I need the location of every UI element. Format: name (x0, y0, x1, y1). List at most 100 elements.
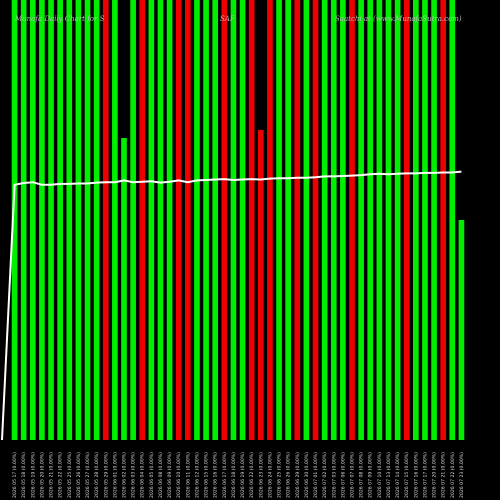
x-tick-label: 2026 07 03 (0.00%) (331, 452, 337, 498)
x-tick-label: 2026 05 19 (0.00%) (30, 452, 36, 498)
x-tick-label: 2026 05 26 (0.00%) (76, 452, 82, 498)
x-tick-label: 2026 06 29 (0.00%) (295, 452, 301, 498)
volume-bar (367, 0, 374, 440)
volume-bar (11, 0, 18, 440)
volume-bar (66, 0, 73, 440)
volume-bar (422, 0, 428, 440)
price-line (1, 170, 462, 441)
x-tick-label: 2026 07 13 (0.00%) (386, 452, 392, 498)
volume-bar (257, 130, 264, 440)
volume-bar (39, 0, 45, 440)
volume-bar (385, 0, 392, 440)
x-tick-label: 2026 05 21 (0.00%) (49, 452, 55, 498)
volume-bar (93, 0, 100, 440)
x-tick-label: 2026 05 17 (0.00%) (12, 452, 18, 498)
x-tick-label: 2026 07 14 (0.00%) (395, 452, 401, 498)
volume-bar (330, 0, 337, 440)
volume-bar (230, 0, 237, 440)
x-tick-label: 2026 06 22 (0.00%) (249, 452, 255, 498)
x-tick-label: 2026 06 25 (0.00%) (277, 452, 283, 498)
volume-bar (102, 0, 109, 440)
volume-bar (157, 0, 164, 440)
chart-header-left: Munafa Daily Chart for S (14, 15, 105, 23)
x-tick-label: 2026 07 01 (0.00%) (313, 452, 319, 498)
x-tick-label: 2026 05 20 (0.00%) (39, 452, 45, 498)
volume-bar (276, 0, 282, 440)
volume-bar (358, 0, 364, 440)
x-tick-label: 2026 06 12 (0.00%) (194, 452, 200, 498)
volume-bar (84, 0, 91, 440)
volume-bar (121, 138, 127, 440)
x-tick-label: 2026 05 29 (0.00%) (103, 452, 109, 498)
volume-bar (166, 0, 173, 440)
volume-bar (112, 0, 118, 440)
volume-bar (221, 0, 228, 440)
volume-bar (148, 0, 155, 440)
x-tick-label: 2026 07 16 (0.00%) (413, 452, 419, 498)
x-tick-label: 2026 06 30 (0.00%) (304, 452, 310, 498)
x-tick-label: 2026 07 09 (0.00%) (368, 452, 374, 498)
x-tick-label: 2026 06 03 (0.00%) (131, 452, 137, 498)
x-tick-label: 2026 06 18 (0.00%) (231, 452, 237, 498)
volume-bar (212, 0, 219, 440)
x-tick-label: 2026 07 23 (0.00%) (459, 452, 465, 498)
volume-bar (29, 0, 36, 440)
x-tick-label: 2026 07 07 (0.00%) (350, 452, 356, 498)
x-tick-label: 2026 05 25 (0.00%) (67, 452, 73, 498)
x-tick-label: 2026 07 08 (0.00%) (359, 452, 365, 498)
x-tick-label: 2026 06 05 (0.00%) (149, 452, 155, 498)
volume-bar (248, 0, 255, 440)
volume-bar (239, 0, 246, 440)
volume-bar (321, 0, 328, 440)
volume-bar (440, 0, 447, 440)
volume-bar (139, 0, 146, 440)
volume-bar (57, 0, 63, 440)
volume-bar (175, 0, 182, 440)
volume-bar (458, 220, 465, 440)
x-tick-label: 2026 06 17 (0.00%) (222, 452, 228, 498)
x-tick-label: 2026 06 24 (0.00%) (267, 452, 273, 498)
volume-bar (194, 0, 200, 440)
volume-bar (203, 0, 209, 440)
x-tick-label: 2026 06 04 (0.00%) (140, 452, 146, 498)
volume-bar (185, 0, 191, 440)
x-tick-label: 2026 07 02 (0.00%) (322, 452, 328, 498)
x-tick-label: 2026 06 23 (0.00%) (258, 452, 264, 498)
volume-bar (267, 0, 273, 440)
x-tick-label: 2026 06 15 (0.00%) (204, 452, 210, 498)
chart-header-middle: SAF (220, 15, 236, 23)
x-tick-label: 2026 06 08 (0.00%) (158, 452, 164, 498)
x-tick-label: 2026 05 27 (0.00%) (85, 452, 91, 498)
volume-bar (376, 0, 383, 440)
x-tick-label: 2026 07 15 (0.00%) (404, 452, 410, 498)
volume-bar (403, 0, 410, 440)
volume-bar (449, 0, 456, 440)
x-tick-label: 2026 05 22 (0.00%) (58, 452, 64, 498)
x-tick-label: 2026 07 20 (0.00%) (432, 452, 438, 498)
x-tick-label: 2026 06 11 (0.00%) (185, 452, 191, 498)
volume-bar (48, 0, 54, 440)
chart-header-right: Saatchi at (www.MunafaSutra.com) (335, 15, 462, 23)
x-tick-label: 2026 06 16 (0.00%) (213, 452, 219, 498)
volume-bar (340, 0, 346, 440)
volume-bar (130, 0, 136, 440)
x-tick-label: 2026 07 10 (0.00%) (377, 452, 383, 498)
volume-bar (349, 0, 355, 440)
volume-bar (431, 0, 437, 440)
x-tick-label: 2026 06 09 (0.00%) (167, 452, 173, 498)
x-tick-label: 2026 06 26 (0.00%) (286, 452, 292, 498)
volume-bar (303, 0, 310, 440)
x-tick-label: 2026 06 19 (0.00%) (240, 452, 246, 498)
x-tick-label: 2026 06 02 (0.00%) (122, 452, 128, 498)
volume-bar (20, 0, 27, 440)
x-tick-label: 2026 05 28 (0.00%) (94, 452, 100, 498)
x-tick-label: 2026 06 10 (0.00%) (176, 452, 182, 498)
volume-bar (285, 0, 291, 440)
volume-bar (394, 0, 401, 440)
x-tick-label: 2026 07 06 (0.00%) (340, 452, 346, 498)
volume-bar (312, 0, 319, 440)
volume-bar (75, 0, 82, 440)
volume-bar (294, 0, 301, 440)
x-tick-label: 2026 06 01 (0.00%) (112, 452, 118, 498)
